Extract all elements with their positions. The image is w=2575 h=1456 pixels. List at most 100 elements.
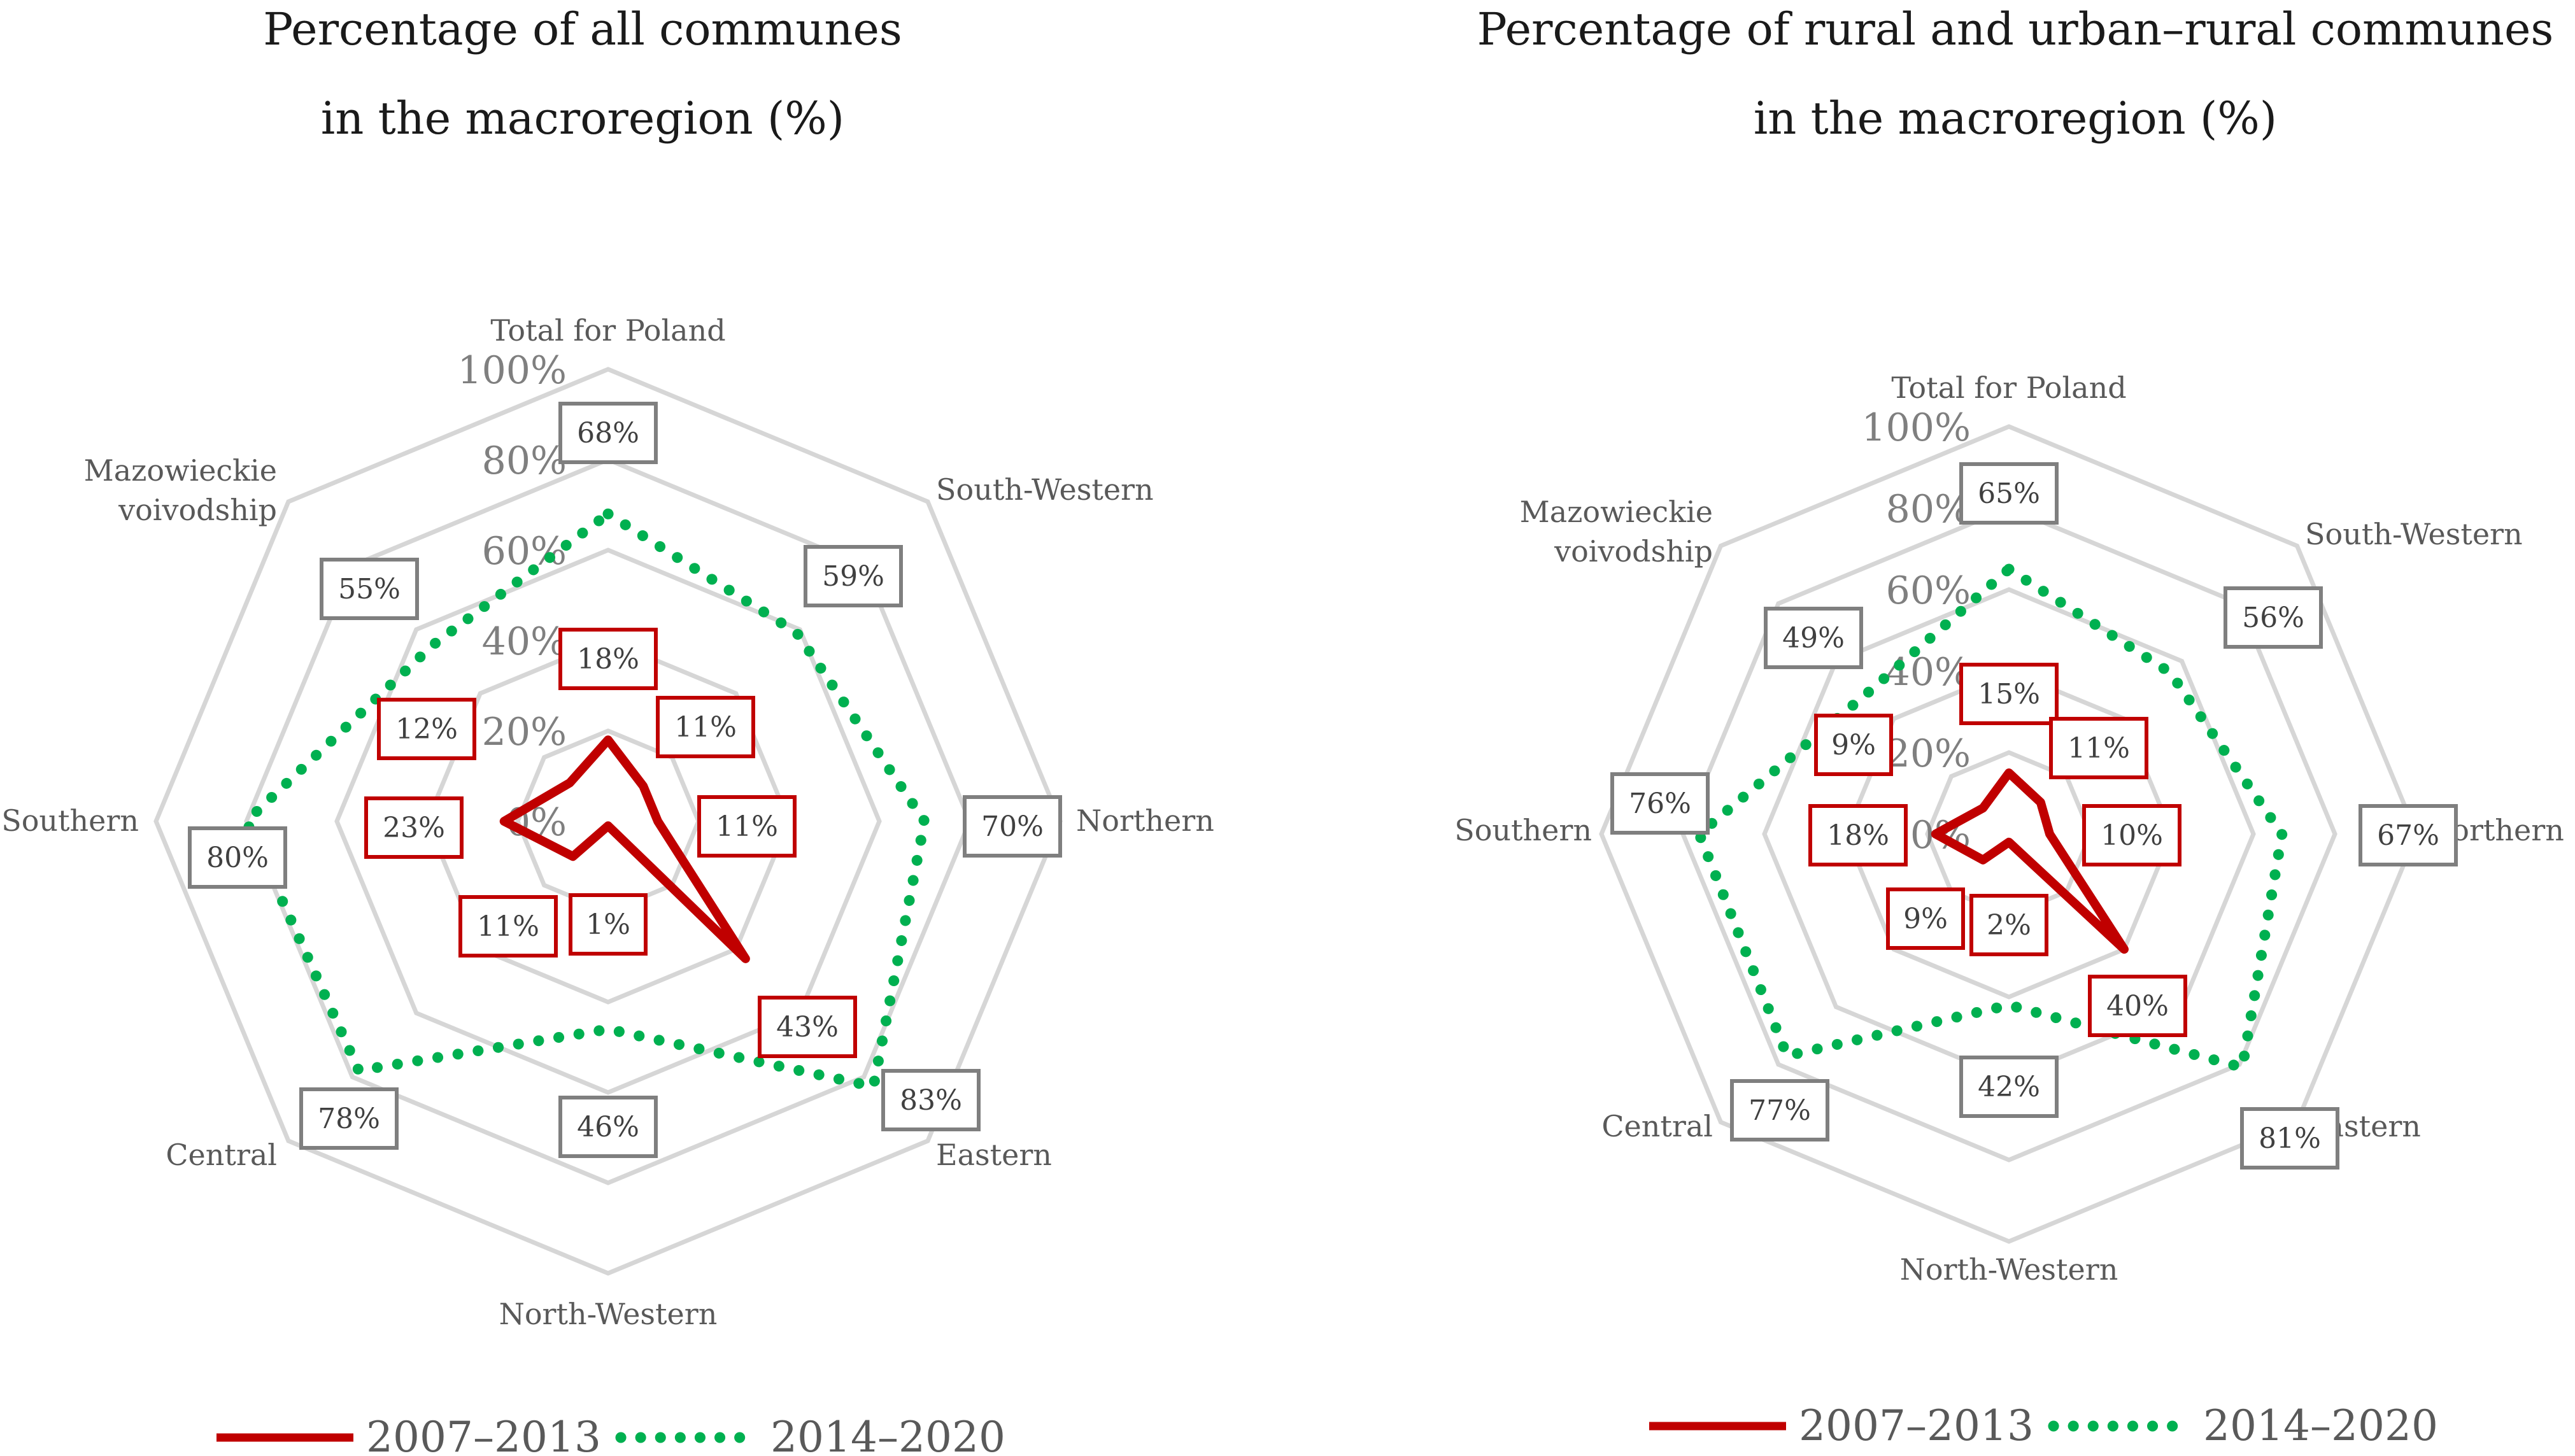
category-label: North-Western [1900, 1252, 2118, 1287]
category-label: voivodship [118, 493, 277, 527]
series-2014-2020-label-box [1959, 462, 2059, 525]
gridline-100 [1599, 424, 2419, 1244]
series-2014-2020-data-label: 59% [822, 560, 884, 593]
series-2007-2013-data-label: 11% [674, 711, 737, 744]
series-2007-2013-label-box [377, 698, 476, 760]
series-2007-2013-data-label: 11% [716, 810, 778, 843]
tick-label: 100% [457, 348, 567, 393]
series-2014-2020-data-label: 83% [900, 1084, 962, 1117]
tick-label: 60% [1886, 569, 1971, 613]
series-2007-2013-data-label: 18% [1827, 819, 1889, 852]
legend-label-2014-2020: 2014–2020 [770, 1413, 1005, 1456]
series-2007-2013-label-box [1814, 714, 1893, 776]
chart-title-line2: in the macroregion (%) [1754, 92, 2277, 145]
legend-label-2007-2013: 2007–2013 [1799, 1401, 2034, 1450]
category-label: Central [166, 1138, 277, 1172]
category-label: Eastern [936, 1138, 1052, 1172]
series-2007-2013-data-label: 15% [1978, 678, 2040, 710]
series-2007-2013-data-label: 18% [577, 643, 639, 675]
series-2014-2020-label-box [558, 1096, 658, 1158]
series-2014-2020-data-label: 81% [2259, 1122, 2321, 1155]
tick-label: 40% [1886, 650, 1971, 695]
tick-label: 20% [1886, 732, 1971, 776]
series-2007-2013-label-box [1886, 887, 1965, 950]
series-2007-2013-label-box [697, 795, 797, 858]
series-2014-2020-data-label: 78% [318, 1103, 380, 1135]
series-2014-2020-label-box [320, 558, 419, 620]
series-2007-2013-data-label: 40% [2106, 990, 2169, 1022]
series-2007-2013-label-box [2049, 717, 2148, 779]
series-2007-2013-line [499, 735, 750, 963]
category-label: Northern [1076, 803, 1214, 838]
series-2014-2020-data-label: 46% [577, 1111, 639, 1143]
series-2007-2013-data-label: 43% [776, 1011, 839, 1043]
series-2007-2013-label-box [656, 696, 755, 758]
series-2007-2013-data-label: 12% [395, 713, 458, 746]
category-label: North-Western [499, 1297, 718, 1331]
category-label: Southern [1, 803, 139, 838]
gridline-60 [334, 548, 882, 1095]
gridline-80 [1680, 505, 2337, 1163]
tick-label: 80% [1886, 487, 1971, 532]
radar-chart-all-communes: Percentage of all communes in the macror… [1, 3, 1214, 1331]
series-2007-2013-label-box [2088, 975, 2187, 1037]
category-label: voivodship [1554, 534, 1713, 569]
series-2007-2013-line [1931, 768, 2129, 954]
category-label: Southern [1454, 813, 1592, 847]
category-label: Central [1601, 1109, 1713, 1143]
series-2007-2013-data-label: 23% [383, 812, 445, 844]
chart-title-line1: Percentage of all communes [263, 3, 902, 55]
tick-label: 20% [482, 710, 567, 754]
series-2007-2013-data-label: 10% [2101, 819, 2163, 852]
series-2014-2020-label-box [558, 402, 658, 464]
series-2014-2020-data-label: 49% [1782, 622, 1845, 654]
series-2014-2020-data-label: 76% [1629, 788, 1691, 820]
series-2007-2013-data-label: 11% [477, 910, 539, 943]
tick-label: 40% [482, 619, 567, 664]
gridline-80 [244, 457, 972, 1185]
tick-label: 100% [1861, 406, 1971, 450]
series-2007-2013-label-box [1959, 663, 2059, 725]
series-2014-2020-data-label: 80% [206, 842, 269, 874]
series-2007-2013-label-box [1808, 804, 1908, 866]
series-2007-2013-label-box [1969, 894, 2048, 956]
series-2007-2013-label-box [758, 996, 857, 1058]
legend: 2007–2013 2014–2020 [216, 1413, 1005, 1456]
series-2014-2020-label-box [881, 1069, 981, 1131]
legend-label-2014-2020: 2014–2020 [2203, 1401, 2438, 1450]
series-2014-2020-data-label: 77% [1749, 1094, 1811, 1127]
category-label: South-Western [2305, 517, 2523, 551]
category-label: Total for Poland [490, 313, 725, 348]
series-2007-2013-label-box [2082, 804, 2181, 866]
series-2014-2020-label-box [1959, 1056, 2059, 1118]
series-2014-2020-label-box [299, 1087, 399, 1150]
series-2014-2020-data-label: 42% [1978, 1071, 2040, 1103]
legend-label-2007-2013: 2007–2013 [366, 1413, 601, 1456]
series-2014-2020-data-label: 67% [2377, 819, 2439, 852]
chart-title-line2: in the macroregion (%) [321, 92, 844, 145]
category-label: Mazowieckie [84, 453, 277, 488]
tick-label: 80% [482, 439, 567, 483]
radar-chart-rural-communes: Percentage of rural and urban–rural comm… [1454, 3, 2564, 1287]
series-2014-2020-label-box [2240, 1107, 2339, 1170]
series-2007-2013-data-label: 9% [1831, 729, 1876, 761]
series-2007-2013-label-box [458, 895, 558, 958]
series-2007-2013-data-label: 11% [2068, 732, 2130, 765]
category-label: Total for Poland [1891, 371, 2126, 405]
series-2007-2013-label-box [569, 893, 648, 956]
chart-title-line1: Percentage of rural and urban–rural comm… [1477, 3, 2554, 55]
series-2007-2013-label-box [364, 796, 464, 859]
series-2014-2020-data-label: 70% [981, 810, 1044, 843]
series-2007-2013-data-label: 2% [1987, 909, 2031, 942]
series-2014-2020-data-label: 55% [338, 573, 401, 605]
tick-label: 60% [482, 529, 567, 574]
legend: 2007–2013 2014–2020 [1649, 1401, 2438, 1450]
gridline-100 [153, 367, 1063, 1276]
series-2014-2020-label-box [963, 795, 1062, 858]
series-2014-2020-label-box [1730, 1079, 1829, 1141]
series-2014-2020-label-box [804, 545, 903, 607]
series-2014-2020-data-label: 65% [1978, 477, 2040, 510]
series-2007-2013-label-box [558, 628, 658, 690]
series-2014-2020-label-box [2359, 804, 2458, 866]
series-2007-2013-data-label: 9% [1903, 903, 1948, 935]
